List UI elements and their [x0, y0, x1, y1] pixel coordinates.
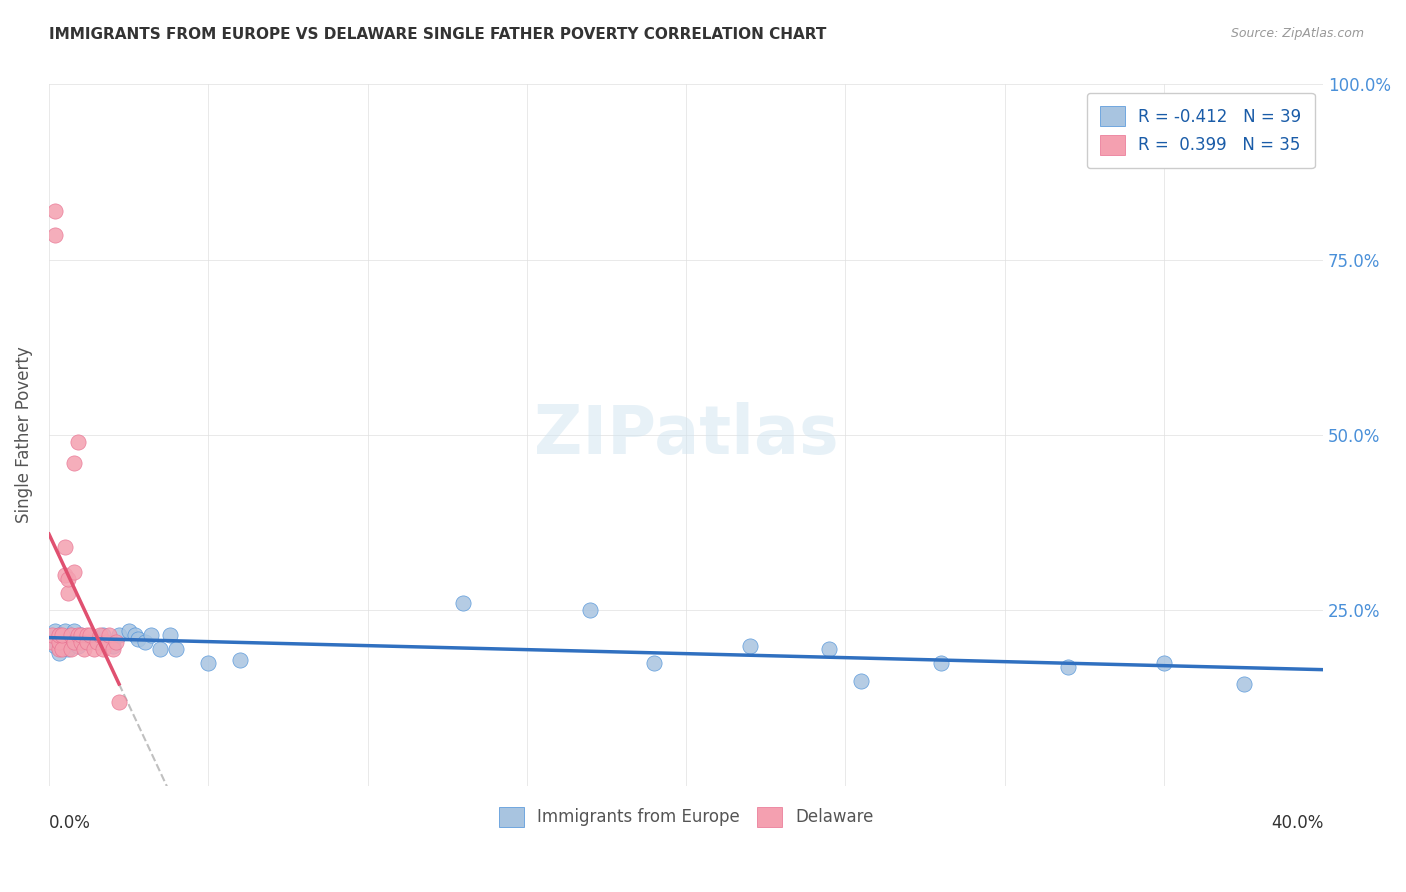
Point: [69, 635, 91, 649]
Point: [69, 628, 91, 642]
Point: [104, 635, 127, 649]
Point: [41, 635, 63, 649]
Point: [60, 628, 83, 642]
Point: [124, 628, 146, 642]
Point: [83, 642, 105, 657]
Point: [44, 228, 66, 243]
Point: [89, 628, 111, 642]
Point: [738, 639, 761, 653]
Point: [44, 639, 66, 653]
Point: [139, 628, 162, 642]
Point: [66, 628, 89, 642]
Point: [63, 624, 86, 639]
Point: [73, 642, 96, 657]
Point: [51, 642, 73, 657]
Point: [929, 656, 952, 670]
Point: [108, 628, 131, 642]
Point: [117, 624, 139, 639]
Text: IMMIGRANTS FROM EUROPE VS DELAWARE SINGLE FATHER POVERTY CORRELATION CHART: IMMIGRANTS FROM EUROPE VS DELAWARE SINGL…: [49, 27, 827, 42]
Point: [53, 568, 76, 582]
Point: [48, 628, 70, 642]
Point: [91, 628, 114, 642]
Point: [76, 632, 98, 646]
Y-axis label: Single Father Poverty: Single Father Poverty: [15, 347, 32, 524]
Point: [1232, 677, 1254, 691]
Point: [108, 695, 131, 709]
Point: [229, 652, 252, 666]
Point: [101, 639, 124, 653]
Point: [41, 632, 63, 646]
Point: [134, 635, 156, 649]
Point: [1057, 659, 1080, 673]
Point: [101, 642, 124, 657]
Point: [86, 632, 108, 646]
Point: [48, 646, 70, 660]
Point: [56, 632, 79, 646]
Point: [165, 642, 187, 657]
Text: 40.0%: 40.0%: [1271, 814, 1323, 832]
Point: [53, 624, 76, 639]
Point: [63, 635, 86, 649]
Point: [76, 628, 98, 642]
Point: [56, 586, 79, 600]
Point: [96, 635, 118, 649]
Point: [159, 628, 181, 642]
Point: [56, 642, 79, 657]
Point: [66, 639, 89, 653]
Point: [48, 642, 70, 657]
Point: [197, 656, 219, 670]
Text: 0.0%: 0.0%: [49, 814, 91, 832]
Point: [51, 632, 73, 646]
Text: Source: ZipAtlas.com: Source: ZipAtlas.com: [1230, 27, 1364, 40]
Point: [98, 628, 121, 642]
Legend: Immigrants from Europe, Delaware: Immigrants from Europe, Delaware: [492, 800, 880, 833]
Point: [44, 203, 66, 218]
Point: [851, 673, 873, 688]
Point: [149, 642, 172, 657]
Point: [579, 603, 602, 617]
Point: [63, 565, 86, 579]
Point: [48, 635, 70, 649]
Point: [53, 639, 76, 653]
Point: [60, 628, 83, 642]
Point: [60, 642, 83, 657]
Point: [53, 541, 76, 555]
Text: ZIPatlas: ZIPatlas: [534, 402, 838, 468]
Point: [79, 628, 101, 642]
Point: [41, 628, 63, 642]
Point: [86, 635, 108, 649]
Point: [69, 628, 91, 642]
Point: [1153, 656, 1175, 670]
Point: [63, 456, 86, 470]
Point: [48, 628, 70, 642]
Point: [51, 628, 73, 642]
Point: [44, 624, 66, 639]
Point: [451, 596, 474, 610]
Point: [56, 572, 79, 586]
Point: [818, 642, 841, 657]
Point: [127, 632, 149, 646]
Point: [76, 635, 98, 649]
Point: [66, 435, 89, 450]
Point: [91, 642, 114, 657]
Point: [643, 656, 665, 670]
